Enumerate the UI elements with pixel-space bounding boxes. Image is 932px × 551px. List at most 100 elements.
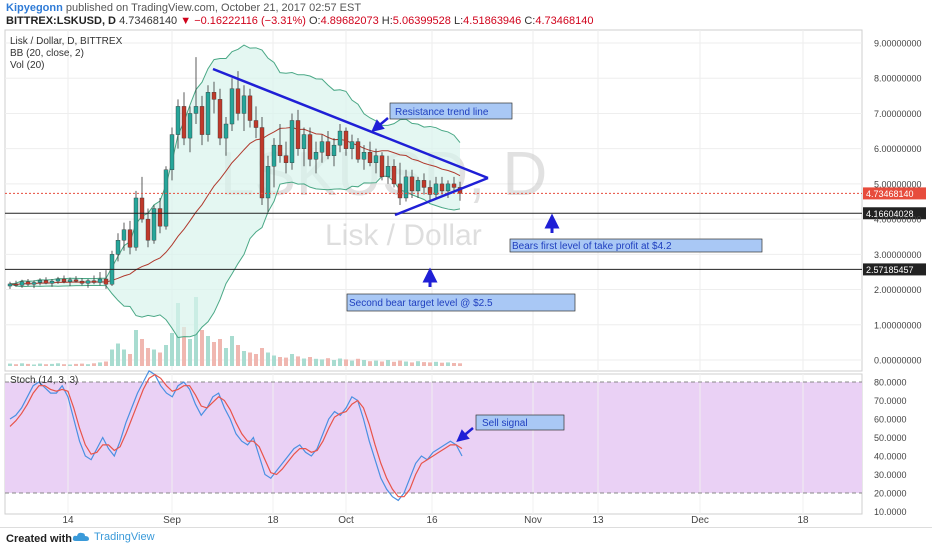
price-axis-tick: 1.00000000: [874, 320, 922, 330]
volume-bar: [20, 363, 24, 366]
time-axis-tick: Oct: [338, 515, 354, 526]
volume-bar: [428, 362, 432, 366]
volume-bar: [452, 363, 456, 366]
volume-bar: [26, 363, 30, 366]
candle-body: [139, 197, 145, 220]
volume-bar: [50, 363, 54, 366]
resistance-trendline[interactable]: [212, 67, 489, 180]
bb-upper-line: [9, 44, 461, 285]
down-arrow-icon: ▼: [180, 15, 192, 27]
annotation-sell-signal-text: Sell signal: [482, 418, 528, 429]
volume-bar: [374, 360, 378, 366]
candle-body: [337, 130, 343, 146]
high-value: 5.06399528: [392, 15, 451, 27]
candle-body: [91, 280, 97, 283]
volume-bar: [182, 327, 186, 366]
volume-bar: [320, 359, 324, 366]
volume-bar: [74, 363, 78, 366]
volume-bar: [416, 361, 420, 366]
volume-bar: [98, 362, 102, 366]
volume-bar: [8, 363, 12, 366]
stoch-legend: Stoch (14, 3, 3): [10, 375, 78, 386]
candle-body: [151, 208, 157, 241]
stoch-axis-tick: 80.0000: [874, 378, 907, 388]
volume-bar: [134, 330, 138, 366]
candle-body: [331, 144, 337, 156]
time-axis-tick: 16: [426, 515, 438, 526]
price-axis-tick: 5.00000000: [874, 179, 922, 189]
annotation-second-target[interactable]: Second bear target level @ $2.5: [346, 293, 576, 312]
sell-signal-arrow-icon: [456, 427, 474, 443]
stoch-axis-tick: 30.0000: [874, 470, 907, 480]
resistance-arrow-icon: [371, 117, 389, 133]
candle-body: [301, 134, 307, 149]
cloud-icon: [72, 532, 89, 541]
candle-body: [85, 280, 91, 284]
published-text: published on TradingView.com, October 21…: [65, 2, 362, 14]
candle-body: [445, 183, 451, 192]
candle-body: [409, 176, 415, 192]
volume-bar: [392, 361, 396, 366]
candle-body: [175, 106, 181, 135]
candle-body: [277, 144, 283, 156]
candle-body: [439, 183, 445, 192]
stoch-axis-tick: 20.0000: [874, 489, 907, 499]
annotation-resistance[interactable]: Resistance trend line: [389, 102, 513, 120]
candle-body: [223, 123, 229, 139]
volume-bar: [146, 348, 150, 366]
tradingview-link[interactable]: TradingView: [72, 531, 155, 543]
volume-bar: [254, 354, 258, 366]
candle-body: [397, 183, 403, 199]
candle-body: [193, 106, 199, 114]
open-value: 4.89682073: [320, 15, 379, 27]
symbol-label: BITTREX:LSKUSD, D: [6, 15, 116, 27]
candle-body: [451, 183, 457, 188]
volume-bar: [284, 357, 288, 366]
price-chart[interactable]: LSKUSD, D Lisk / Dollar 4.166040282.5718…: [0, 0, 932, 528]
candle-body: [319, 141, 325, 153]
volume-bar: [242, 351, 246, 366]
candle-body: [403, 176, 409, 199]
volume-bar: [434, 361, 438, 366]
volume-bar: [266, 352, 270, 366]
candle-body: [187, 113, 193, 139]
time-axis-tick: 14: [62, 515, 74, 526]
annotation-bears-first[interactable]: Bears first level of take profit at $4.2: [509, 238, 763, 253]
candle-body: [79, 280, 85, 284]
support-trendline[interactable]: [394, 176, 489, 217]
candle-body: [103, 278, 109, 285]
author-link[interactable]: Kipyegonn: [6, 2, 63, 14]
candle-body: [235, 88, 241, 114]
candle-body: [307, 134, 313, 160]
triangle-trendlines[interactable]: [212, 67, 489, 217]
volume-bar: [410, 362, 414, 366]
stoch-axis-tick: 50.0000: [874, 433, 907, 443]
volume-bar: [170, 333, 174, 366]
volume-bar: [86, 364, 90, 366]
bb-basis-line: [9, 126, 461, 286]
volume-bar: [398, 360, 402, 366]
candle-body: [367, 151, 373, 163]
candle-body: [289, 120, 295, 163]
volume-bar: [248, 352, 252, 366]
candle-body: [19, 281, 25, 286]
price-axis-tick: 4.00000000: [874, 215, 922, 225]
stoch-axis-tick: 60.0000: [874, 415, 907, 425]
volume-bar: [128, 354, 132, 366]
candle-body: [385, 166, 391, 178]
annotation-sell-signal[interactable]: Sell signal: [475, 414, 565, 431]
annotation-second-target-text: Second bear target level @ $2.5: [349, 298, 493, 309]
level-price-tag: [863, 207, 926, 220]
time-axis-tick: Nov: [524, 515, 542, 526]
volume-bar: [164, 345, 168, 366]
candle-body: [361, 151, 367, 160]
volume-bar: [140, 339, 144, 366]
time-axis-tick: 13: [592, 515, 604, 526]
candle-body: [271, 144, 277, 167]
candle-body: [373, 155, 379, 163]
low-label: L:: [453, 15, 464, 27]
volume-bar: [236, 345, 240, 366]
volume-bar: [446, 362, 450, 366]
close-label: C:: [524, 15, 536, 27]
volume-bar: [350, 360, 354, 366]
